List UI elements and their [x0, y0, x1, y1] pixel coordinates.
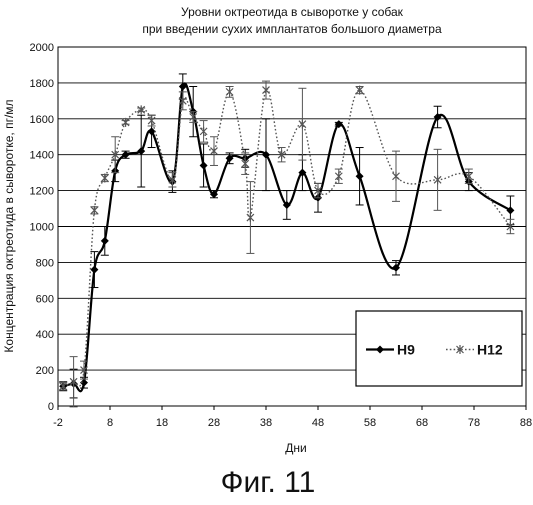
data-point	[356, 86, 363, 95]
data-point	[200, 161, 208, 169]
y-tick-label: 1800	[30, 78, 54, 90]
legend-label-2: Н12	[477, 342, 503, 358]
chart-title-line-2: при введении сухих имплантатов большого …	[142, 22, 442, 36]
data-point	[101, 237, 109, 245]
chart-title: Уровни октреотида в сыворотке у собак пр…	[142, 5, 442, 36]
x-axis-label: Дни	[285, 441, 306, 455]
data-point	[200, 127, 207, 136]
data-point	[356, 172, 364, 180]
x-tick-label: 78	[468, 417, 480, 429]
chart-title-line-1: Уровни октреотида в сыворотке у собак	[181, 5, 404, 19]
data-point	[299, 120, 306, 129]
y-tick-label: 1000	[30, 222, 54, 234]
data-point	[263, 86, 270, 95]
legend-label-1: Н9	[397, 342, 415, 358]
data-point	[190, 113, 197, 122]
data-point	[247, 213, 254, 222]
y-tick-label: 200	[36, 365, 54, 377]
legend: Н9 Н12	[356, 311, 522, 386]
data-point	[211, 147, 218, 156]
data-point	[242, 159, 249, 168]
data-point	[70, 377, 77, 386]
data-point	[122, 118, 129, 127]
x-tick-label: 28	[208, 417, 220, 429]
x-tick-label: 68	[416, 417, 428, 429]
y-tick-label: 1400	[30, 150, 54, 162]
y-tick-label: 1200	[30, 186, 54, 198]
y-tick-label: 0	[48, 401, 54, 413]
y-tick-label: 600	[36, 293, 54, 305]
figure-caption: Фиг. 11	[221, 466, 316, 499]
x-tick-label: 58	[364, 417, 376, 429]
y-axis-label: Концентрация октреотида в сыворотке, пг/…	[2, 99, 16, 352]
data-point	[335, 172, 342, 181]
data-point	[393, 172, 400, 181]
data-point	[91, 206, 98, 215]
x-tick-label: 38	[260, 417, 272, 429]
data-point	[226, 87, 233, 96]
x-axis-ticks: -2 8 18 28 38 48 58 68 78 88	[53, 406, 532, 429]
y-axis-ticks: 0 200 400 600 800 1000 1200 1400 1600 1800 2000	[30, 42, 54, 413]
data-point	[101, 174, 108, 183]
y-tick-label: 800	[36, 257, 54, 269]
x-tick-label: 18	[156, 417, 168, 429]
x-tick-label: 8	[107, 417, 113, 429]
x-tick-label: 88	[520, 417, 532, 429]
y-tick-label: 1600	[30, 114, 54, 126]
data-point	[148, 116, 155, 125]
data-point	[90, 266, 98, 274]
y-tick-label: 2000	[30, 42, 54, 54]
y-tick-label: 400	[36, 329, 54, 341]
x-tick-label: 48	[312, 417, 324, 429]
x-tick-label: -2	[53, 417, 63, 429]
